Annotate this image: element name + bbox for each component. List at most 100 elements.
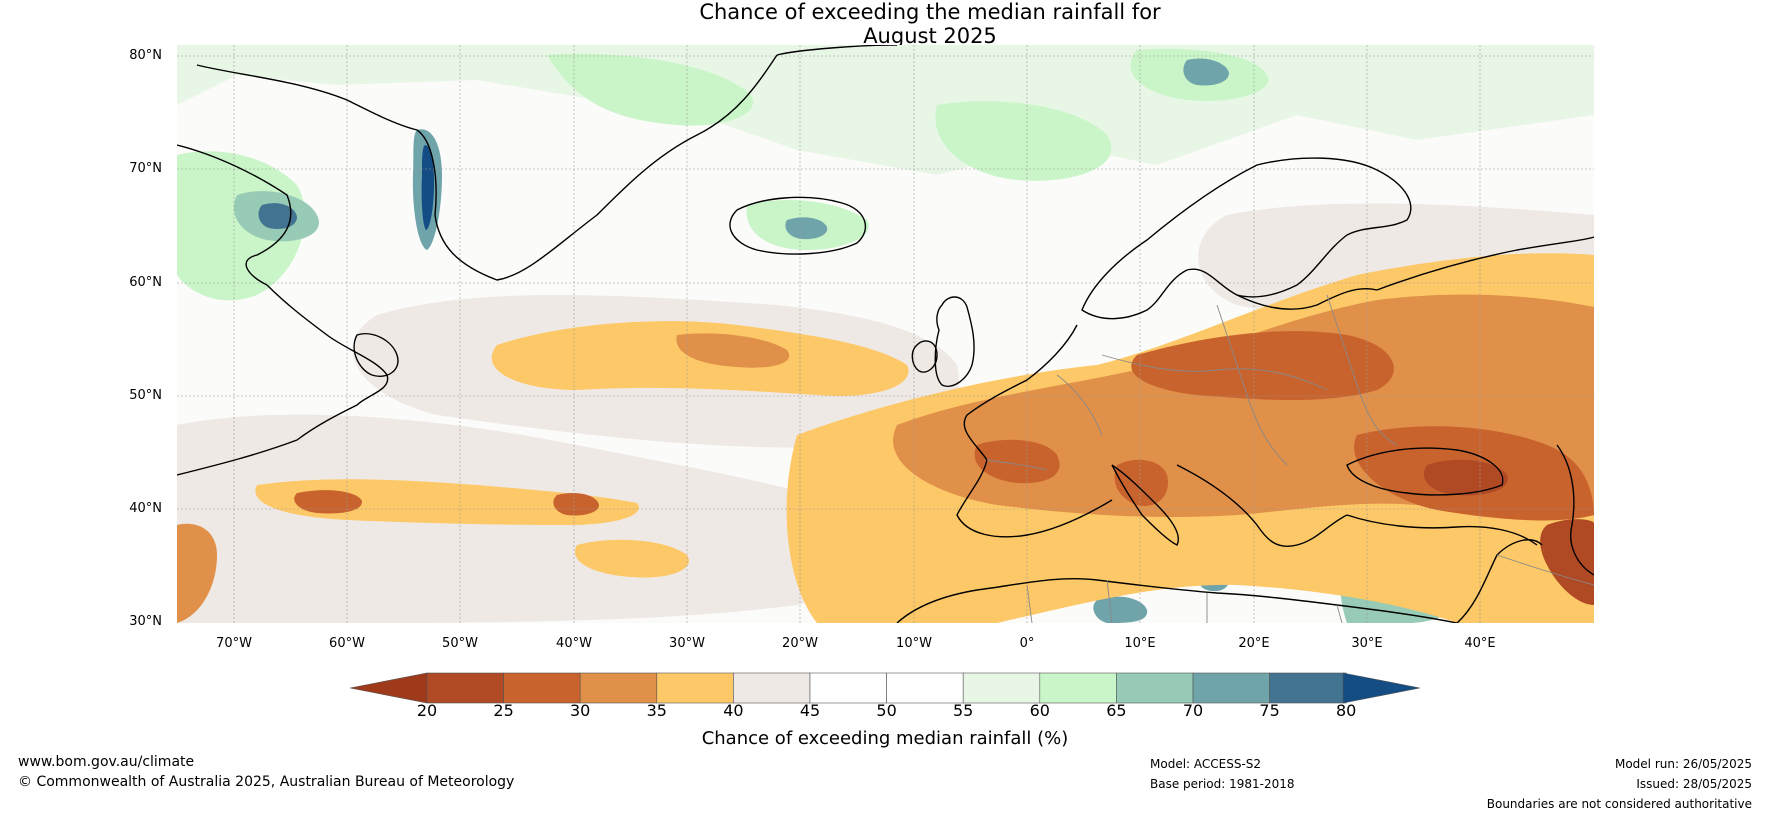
coastline-scandinavia <box>1081 157 1412 320</box>
colorbar-tick-25: 25 <box>493 701 514 720</box>
lon-tick-30e: 30°E <box>1351 636 1383 651</box>
colorbar-tick-65: 65 <box>1106 701 1127 720</box>
dry-region-subtropic-core1 <box>294 490 363 514</box>
lon-tick-70w: 70°W <box>216 636 252 651</box>
footer-website[interactable]: www.bom.gov.au/climate <box>18 754 195 770</box>
lon-tick-50w: 50°W <box>442 636 478 651</box>
coastline-canada <box>177 144 389 476</box>
lat-tick-50n: 50°N <box>129 388 162 403</box>
colorbar-cells <box>426 672 1347 704</box>
lat-tick-80n: 80°N <box>129 48 162 63</box>
colorbar-tick-20: 20 <box>416 701 438 720</box>
colorbar-extend-high <box>1342 672 1420 704</box>
wet-region-svalbard-peak <box>1183 58 1229 86</box>
footer-disclaimer: Boundaries are not considered authoritat… <box>1486 797 1752 811</box>
border-eastern-europe <box>1216 304 1288 466</box>
dry-region-subtropic-core2 <box>553 493 599 516</box>
colorbar-tick-55: 55 <box>953 701 974 720</box>
colorbar-cell-75-80 <box>1269 672 1347 704</box>
colorbar-tick-80: 80 <box>1336 701 1357 720</box>
coastlines <box>177 45 1594 623</box>
country-borders <box>986 294 1594 623</box>
lat-tick-30n: 30°N <box>129 614 162 629</box>
colorbar-cell-35-40 <box>656 672 734 704</box>
colorbar-cell-25-30 <box>503 672 581 704</box>
dry-regions <box>177 253 1594 623</box>
footer-issued: Issued: 28/05/2025 <box>1636 777 1752 791</box>
coastline-ireland <box>911 340 938 373</box>
dry-region-southwest <box>177 523 217 623</box>
lon-tick-20e: 20°E <box>1238 636 1270 651</box>
lon-tick-10e: 10°E <box>1124 636 1156 651</box>
coastline-greenland <box>196 54 778 281</box>
colorbar-tick-70: 70 <box>1182 701 1204 720</box>
coastline-europe-atlantic <box>956 324 1113 538</box>
wet-region-iceland-peak <box>785 217 828 240</box>
colorbar-cell-55-60 <box>962 672 1041 704</box>
colorbar-tick-45: 45 <box>799 701 821 720</box>
colorbar-label: Chance of exceeding median rainfall (%) <box>701 728 1069 749</box>
rainfall-map <box>177 45 1594 623</box>
colorbar-tick-75: 75 <box>1259 701 1280 720</box>
dry-region-turkey <box>1423 459 1508 496</box>
border-middle-east <box>1496 554 1594 586</box>
border-central-europe <box>1101 354 1328 391</box>
wet-region-norwegian-sea <box>935 101 1112 181</box>
colorbar-cell-70-75 <box>1192 672 1270 704</box>
footer-model: Model: ACCESS-S2 <box>1150 757 1262 771</box>
coastline-north-africa <box>896 577 1458 623</box>
colorbar-cell-65-70 <box>1116 672 1194 704</box>
colorbar-tick-60: 60 <box>1029 701 1050 720</box>
coastline-levant <box>1456 539 1543 623</box>
lon-tick-40w: 40°W <box>556 636 592 651</box>
coastline-black-sea <box>1346 447 1504 496</box>
wet-region-atlantic-north <box>547 53 754 126</box>
coastline-caspian <box>1556 444 1594 576</box>
colorbar <box>350 672 1420 704</box>
border-north-africa <box>1026 579 1343 623</box>
coastline-italy <box>1111 464 1179 546</box>
coastline-balkans <box>1176 464 1348 547</box>
footer-base-period: Base period: 1981-2018 <box>1150 777 1295 791</box>
colorbar-cell-45-50 <box>809 672 887 704</box>
colorbar-extend-low <box>350 672 428 704</box>
lat-tick-70n: 70°N <box>129 161 162 176</box>
colorbar-cell-60-65 <box>1039 672 1117 704</box>
lat-tick-40n: 40°N <box>129 501 162 516</box>
border-russia <box>1326 294 1398 446</box>
lon-tick-20w: 20°W <box>782 636 818 651</box>
dry-region-subtropic-band <box>255 479 639 525</box>
dry-region-iberia <box>974 439 1060 484</box>
coastline-uk <box>934 296 975 387</box>
colorbar-tick-50: 50 <box>876 701 897 720</box>
lon-tick-10w: 10°W <box>896 636 932 651</box>
rainfall-map-svg <box>177 45 1594 623</box>
wet-region-libya <box>1093 596 1148 623</box>
border-spain-france <box>986 459 1048 471</box>
dry-region-europe-deep <box>1131 331 1394 400</box>
colorbar-cell-30-35 <box>579 672 658 704</box>
colorbar-cell-40-45 <box>733 672 811 704</box>
lat-tick-60n: 60°N <box>129 275 162 290</box>
wet-region-baffin <box>177 151 305 301</box>
dry-region-southwest-patch <box>575 539 689 578</box>
map-title-line2: August 2025 <box>863 24 997 48</box>
lon-tick-60w: 60°W <box>329 636 365 651</box>
coastline-continent-west <box>1376 236 1594 291</box>
lon-tick-40e: 40°E <box>1464 636 1496 651</box>
dry-region-north-atlantic-core <box>676 333 790 368</box>
wet-region-baffin-peak <box>258 203 297 229</box>
lon-tick-30w: 30°W <box>669 636 705 651</box>
lon-tick-0: 0° <box>1019 636 1035 651</box>
border-france-germany <box>1056 374 1103 436</box>
colorbar-cell-20-25 <box>426 672 504 704</box>
map-title-line1: Chance of exceeding the median rainfall … <box>699 0 1161 24</box>
colorbar-tick-35: 35 <box>646 701 667 720</box>
footer-copyright: © Commonwealth of Australia 2025, Austra… <box>18 774 515 790</box>
coastline-iceland <box>729 196 867 255</box>
colorbar-tick-30: 30 <box>570 701 591 720</box>
coastline-baltic <box>1236 288 1378 310</box>
wet-regions <box>177 45 1594 623</box>
footer-model-run: Model run: 26/05/2025 <box>1614 757 1752 771</box>
dry-region-caspian <box>1540 519 1594 605</box>
